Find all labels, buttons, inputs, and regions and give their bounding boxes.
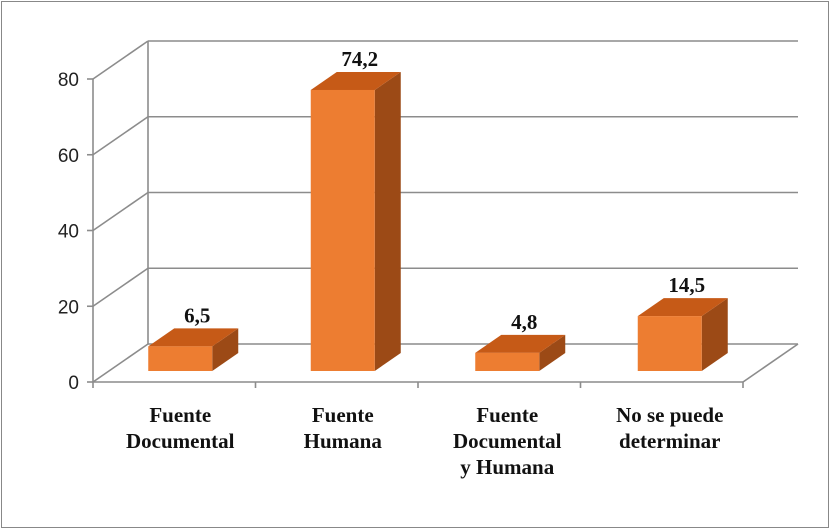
gridline-depth xyxy=(92,343,149,383)
x-category-label: Fuente Documental y Humana xyxy=(453,403,562,479)
y-tick-label: 80 xyxy=(58,70,79,91)
x-category-label: No se puede determinar xyxy=(616,403,723,453)
bar xyxy=(475,352,540,371)
data-label: 74,2 xyxy=(341,47,378,71)
bar xyxy=(637,316,702,371)
data-label: 4,8 xyxy=(511,310,537,334)
x-category-label: Fuente Documental xyxy=(126,403,235,453)
bar-top xyxy=(475,334,566,353)
bar-top xyxy=(637,298,728,317)
y-tick-label: 40 xyxy=(58,222,79,243)
bar-top xyxy=(148,328,239,347)
y-tick-label: 0 xyxy=(68,373,79,394)
bar-side xyxy=(212,328,239,371)
gridline-depth xyxy=(92,191,149,232)
data-label: 14,5 xyxy=(668,273,705,297)
bar xyxy=(148,346,213,371)
bar-side xyxy=(701,298,728,371)
x-category-label: Fuente Humana xyxy=(304,403,383,453)
floor-right-edge xyxy=(742,343,799,383)
gridline-depth xyxy=(92,267,149,307)
bar-side xyxy=(374,71,401,371)
y-tick-label: 20 xyxy=(58,297,79,318)
gridline-depth xyxy=(92,40,149,80)
data-label: 6,5 xyxy=(184,303,210,327)
bar-side xyxy=(539,334,566,371)
bar xyxy=(310,89,375,371)
gridline-depth xyxy=(92,116,149,156)
y-tick-label: 60 xyxy=(58,146,79,167)
bar-top xyxy=(310,71,401,90)
